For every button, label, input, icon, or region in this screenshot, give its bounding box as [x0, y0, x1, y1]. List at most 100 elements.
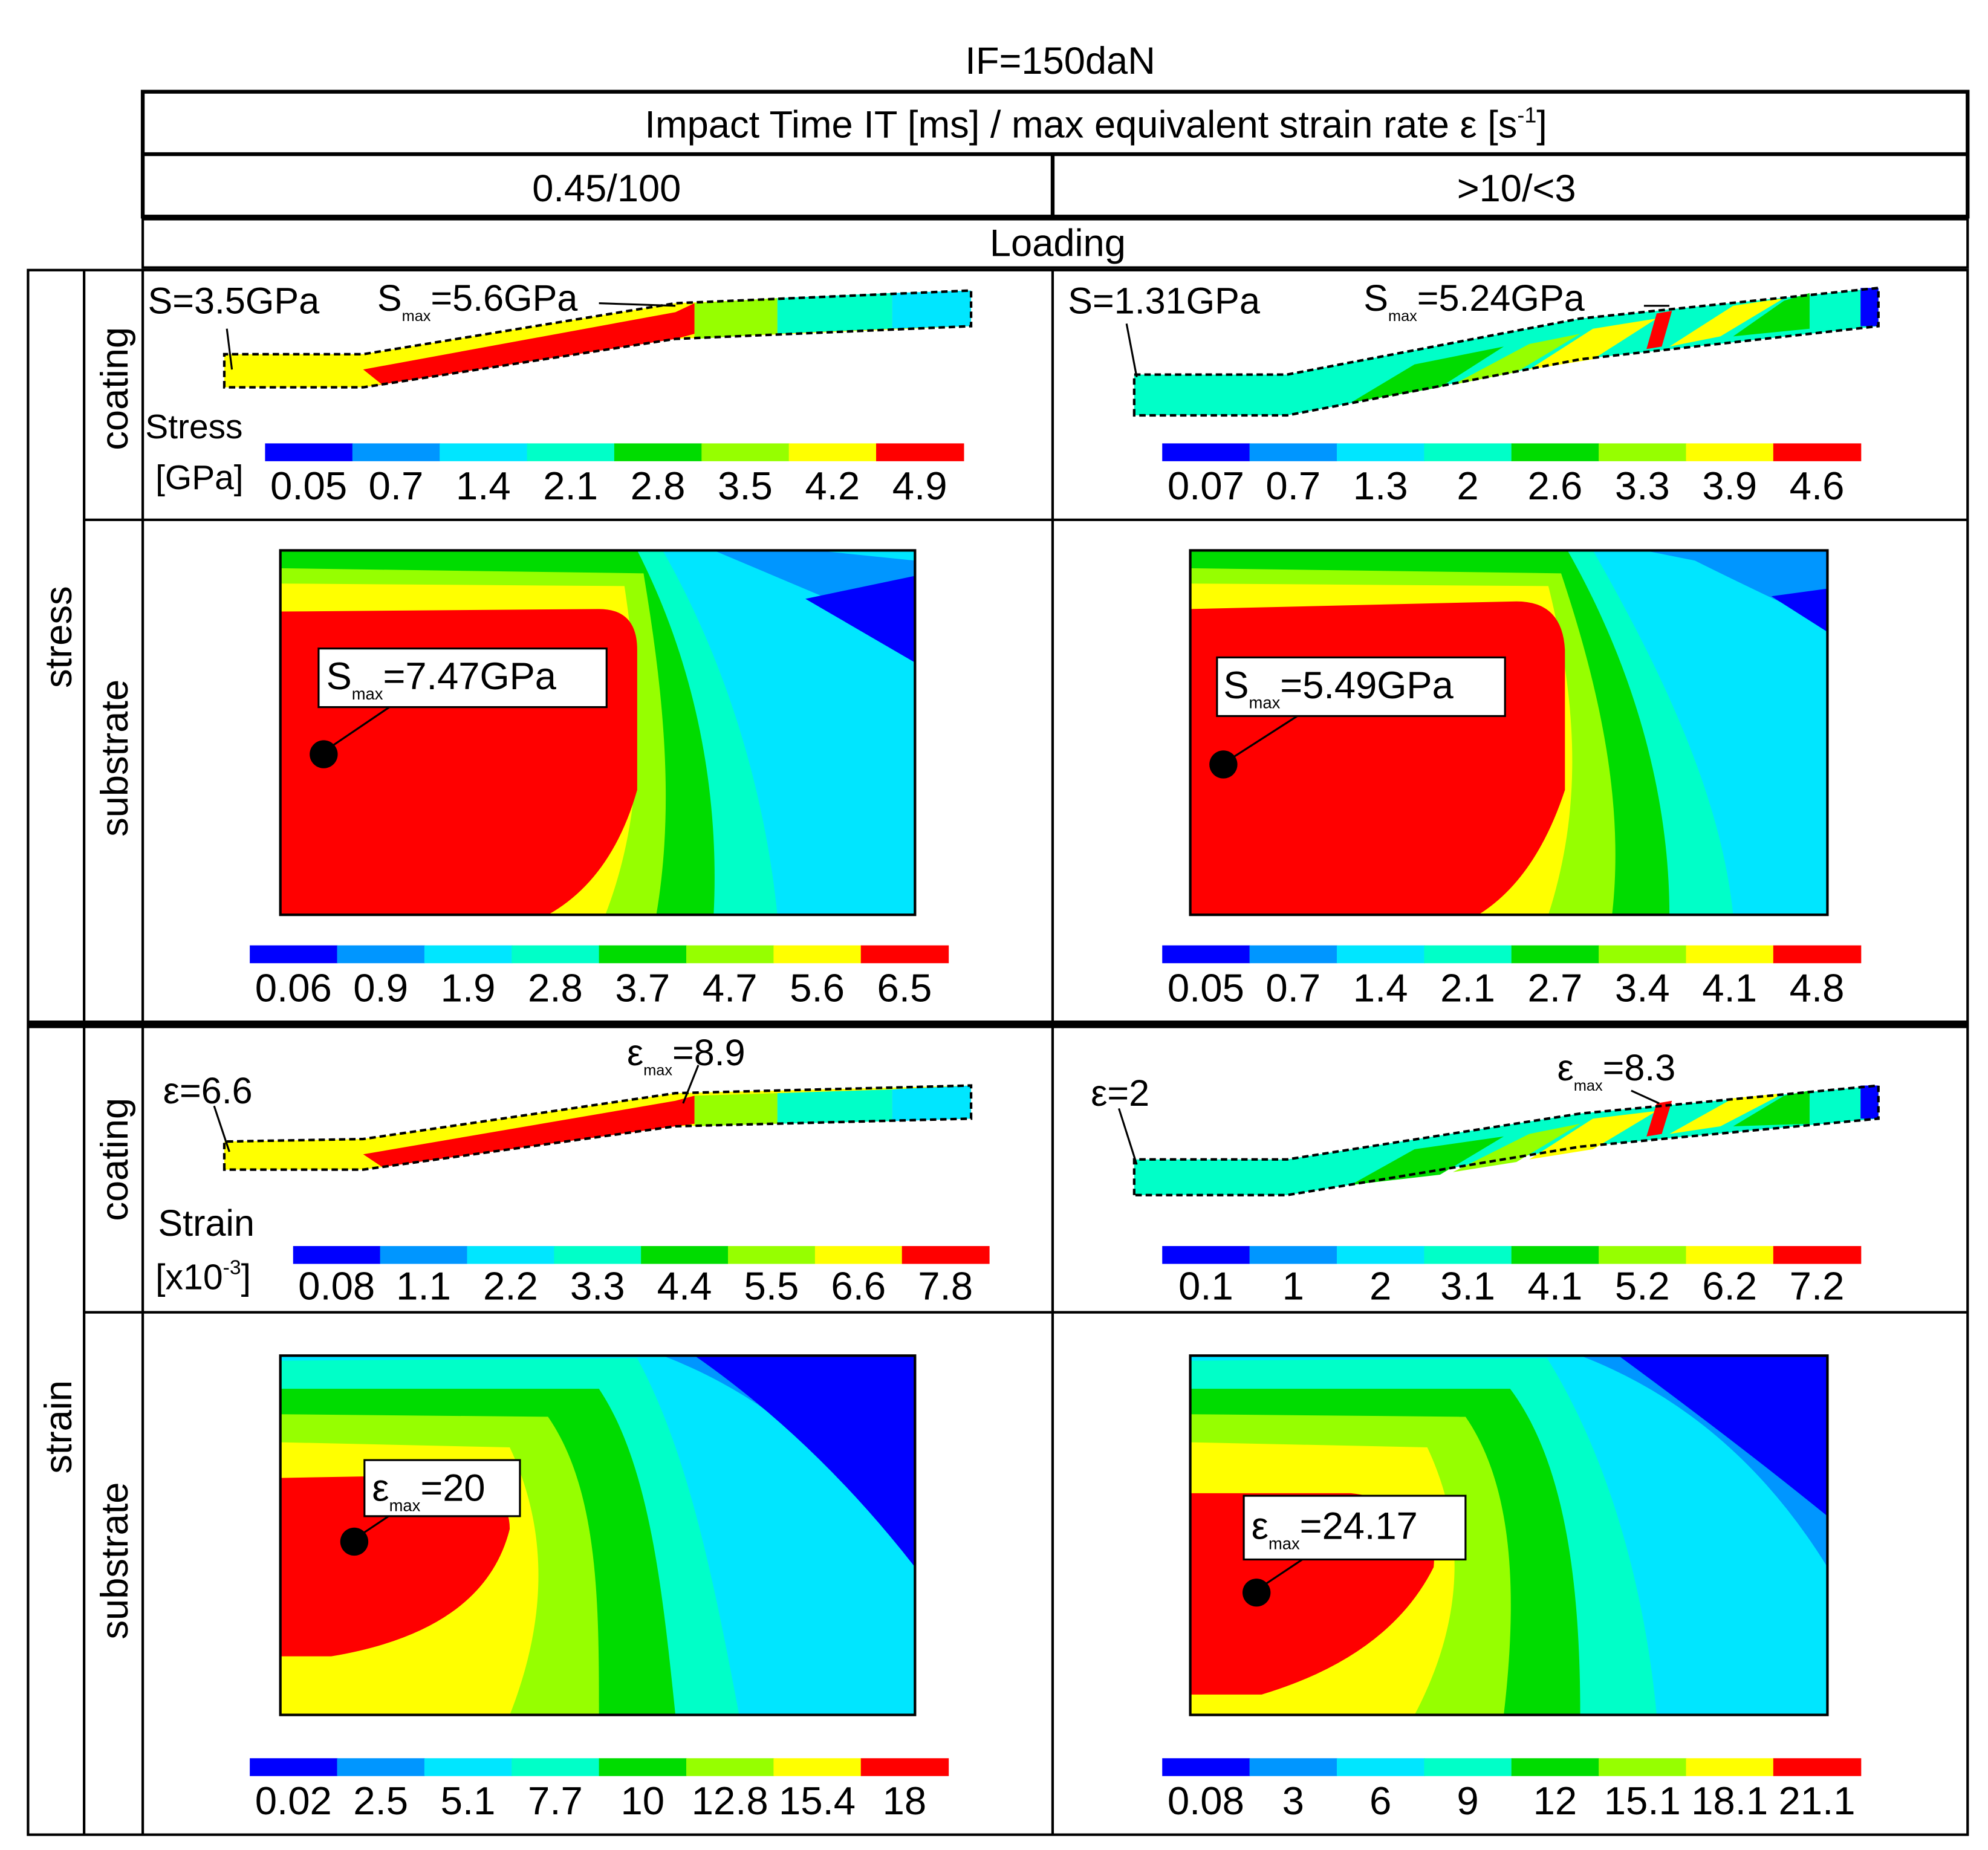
contour-zone: [694, 298, 778, 339]
colorbar-swatch: [1686, 945, 1774, 964]
colorbar-tick-label: 6: [1369, 1779, 1391, 1823]
colorbar-tick-label: 2: [1369, 1264, 1391, 1308]
substrate-outline: [279, 1354, 917, 1716]
grid-frame: [27, 268, 1969, 1836]
colorbar-swatch: [293, 1246, 381, 1264]
colorbar-tick-label: 5.5: [744, 1264, 799, 1308]
colorbar-swatch: [440, 443, 528, 461]
colorbar-tick-label: 0.9: [353, 966, 408, 1010]
annotation-smax: Smax=5.49GPa: [1223, 664, 1454, 712]
contour-zone: [777, 293, 892, 334]
colorbar-swatch: [380, 1246, 468, 1264]
colorbar-tick-label: 1.4: [1353, 966, 1408, 1010]
colorbar-tick-label: 2.7: [1528, 966, 1583, 1010]
colorbar-swatch: [527, 443, 615, 461]
leader-line: [213, 1105, 230, 1152]
annotation-box: [1242, 1495, 1467, 1561]
coating-outline: [223, 289, 973, 389]
colorbar-tick-label: 6.6: [831, 1264, 886, 1308]
annotation-smax: Smax=5.24GPa: [1363, 278, 1584, 325]
colorbar-tick-label: 4.1: [1528, 1264, 1583, 1308]
colorbar-tick-label: 2.1: [1440, 966, 1495, 1010]
annotation-smax: Smax=7.47GPa: [326, 655, 557, 703]
panel-strain-coating-left: ε=6.6 εmax=8.9 0.08 1.1 2.2 3.3 4.4 5.5 6.6 7.8: [163, 1032, 990, 1308]
colorbar-tick-label: 3.4: [1615, 966, 1670, 1010]
annotation-emax: εmax=8.9: [627, 1032, 746, 1079]
contour-zone: [694, 1355, 915, 1568]
row-label-coating: coating: [94, 327, 136, 450]
colorbar-tick-label: 1.4: [456, 464, 511, 508]
colorbar-tick-label: 0.7: [1265, 966, 1320, 1010]
colorbar-swatch: [773, 945, 862, 964]
colorbar-swatch: [599, 945, 687, 964]
annotation-smax: Smax=5.6GPa: [377, 278, 577, 325]
colorbar-tick-label: 1.9: [441, 966, 496, 1010]
coating-layer: [1134, 1085, 1879, 1195]
colorbar-swatch: [686, 1758, 775, 1776]
colorbar-swatch: [337, 945, 425, 964]
colorbar-tick-label: 12.8: [692, 1779, 768, 1823]
colorbar-tick-label: 7.7: [528, 1779, 583, 1823]
colorbar-tick-label: 2.2: [483, 1264, 538, 1308]
contour-zone: [1733, 293, 1810, 337]
colorbar-legend: 0.05 0.7 1.4 2.1 2.8 3.5 4.2 4.9: [265, 443, 964, 508]
leader-line: [1118, 1108, 1138, 1165]
legend-title-strain-unit: [x10-3]: [155, 1256, 251, 1297]
colorbar-swatch: [860, 945, 949, 964]
colorbar-swatch: [788, 443, 877, 461]
colorbar-tick-label: 21.1: [1778, 1779, 1855, 1823]
colorbar-swatch: [686, 945, 775, 964]
colorbar-tick-label: 0.06: [255, 966, 332, 1010]
row-label-substrate: substrate: [94, 1482, 136, 1640]
row-label-stress: stress: [37, 586, 80, 688]
contour-max-zone: [1190, 601, 1565, 915]
annotation-emax: εmax=24.17: [1252, 1505, 1418, 1553]
colorbar-swatch: [1424, 443, 1512, 461]
annotation-stress: S=1.31GPa: [1068, 280, 1260, 321]
colorbar-swatch: [1511, 945, 1600, 964]
contour-zone: [1452, 334, 1580, 385]
colorbar-tick-label: 0.05: [270, 464, 347, 508]
substrate-outline: [1189, 1354, 1829, 1716]
legend-title-strain: Strain: [158, 1202, 255, 1244]
colorbar-swatch: [876, 443, 964, 461]
panel-stress-substrate-right: Smax=5.49GPa 0.05 0.7 1.4 2.1 2.7 3.4 4.1 4.8: [1162, 549, 1862, 1010]
colorbar-tick-label: 5.1: [441, 1779, 496, 1823]
colorbar-tick-label: 3.9: [1702, 464, 1757, 508]
colorbar-swatch: [1336, 1758, 1425, 1776]
colorbar-swatch: [554, 1246, 642, 1264]
leader-line: [599, 302, 676, 307]
contour-zone: [1771, 588, 1828, 632]
colorbar-tick-label: 4.9: [892, 464, 947, 508]
contour-max-zone: [280, 1475, 510, 1657]
colorbar-swatch: [1773, 443, 1862, 461]
panel-stress-coating-right: S=1.31GPa Smax=5.24GPa 0.07 0.7 1.3 2 2.6 3.3…: [1068, 278, 1880, 508]
colorbar-swatch: [1424, 945, 1512, 964]
max-point-marker: [1209, 750, 1238, 779]
colorbar-swatch: [1336, 945, 1425, 964]
colorbar-swatch: [1162, 1758, 1250, 1776]
colorbar-tick-label: 4.8: [1790, 966, 1845, 1010]
contour-zone: [1860, 1085, 1879, 1119]
colorbar-swatch: [512, 1758, 600, 1776]
colorbar-tick-label: 3.3: [570, 1264, 625, 1308]
colorbar-tick-label: 4.4: [657, 1264, 712, 1308]
substrate-outline: [279, 549, 917, 917]
colorbar-swatch: [814, 1246, 903, 1264]
legend-title-stress: Stress: [145, 407, 242, 446]
contour-max-zone: [363, 303, 695, 388]
colorbar-tick-label: 3: [1282, 1779, 1304, 1823]
colorbar-tick-label: 0.07: [1168, 464, 1244, 508]
coating-outline: [223, 1084, 973, 1171]
impact-header: Impact Time IT [ms] / max equivalent str…: [645, 103, 1547, 146]
colorbar-swatch: [1249, 945, 1338, 964]
colorbar-tick-label: 0.02: [255, 1779, 332, 1823]
colorbar-swatch: [728, 1246, 816, 1264]
colorbar-tick-label: 10: [620, 1779, 664, 1823]
colorbar-swatch: [641, 1246, 729, 1264]
colorbar-swatch: [1249, 443, 1338, 461]
colorbar-tick-label: 4.6: [1790, 464, 1845, 508]
colorbar-swatch: [1162, 443, 1250, 461]
colorbar-tick-label: 3.5: [718, 464, 773, 508]
